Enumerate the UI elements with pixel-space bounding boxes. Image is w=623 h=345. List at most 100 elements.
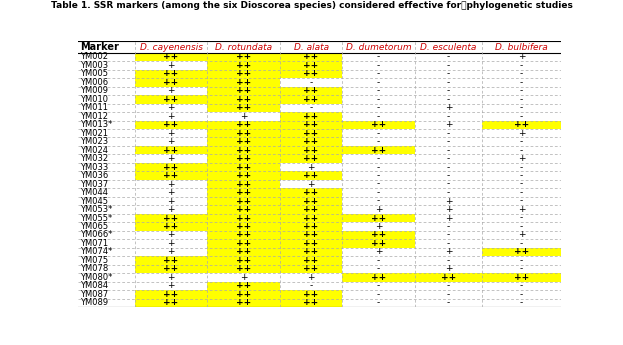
- Text: YM087: YM087: [80, 290, 108, 299]
- Text: YM074*: YM074*: [80, 247, 113, 256]
- Text: +: +: [168, 180, 175, 189]
- Text: D. cayenensis: D. cayenensis: [140, 42, 202, 51]
- Text: +: +: [240, 273, 247, 282]
- Text: ++: ++: [163, 95, 179, 104]
- Text: ++: ++: [371, 230, 386, 239]
- Bar: [207, 129, 280, 138]
- Text: ++: ++: [163, 290, 179, 299]
- Text: -: -: [520, 86, 523, 95]
- Bar: [280, 298, 343, 307]
- Text: ++: ++: [303, 256, 319, 265]
- Text: ++: ++: [163, 78, 179, 87]
- Text: ++: ++: [236, 86, 251, 95]
- Text: ++: ++: [236, 146, 251, 155]
- Bar: [415, 273, 482, 282]
- Text: -: -: [447, 154, 450, 163]
- Bar: [135, 120, 207, 129]
- Text: ++: ++: [303, 86, 319, 95]
- Text: YM045: YM045: [80, 197, 108, 206]
- Text: YM012: YM012: [80, 112, 108, 121]
- Text: -: -: [447, 146, 450, 155]
- Text: -: -: [377, 282, 380, 290]
- Text: +: +: [445, 205, 452, 214]
- Text: ++: ++: [236, 52, 251, 61]
- Bar: [343, 231, 415, 239]
- Text: ++: ++: [303, 154, 319, 163]
- Text: -: -: [447, 95, 450, 104]
- Text: ++: ++: [371, 273, 386, 282]
- Bar: [135, 256, 207, 265]
- Text: ++: ++: [236, 197, 251, 206]
- Text: -: -: [520, 162, 523, 172]
- Text: ++: ++: [236, 95, 251, 104]
- Text: -: -: [377, 61, 380, 70]
- Text: -: -: [520, 298, 523, 307]
- Text: -: -: [520, 103, 523, 112]
- Text: ++: ++: [303, 230, 319, 239]
- Text: +: +: [518, 205, 525, 214]
- Text: -: -: [520, 171, 523, 180]
- Bar: [135, 78, 207, 87]
- Text: ++: ++: [303, 69, 319, 78]
- Bar: [280, 205, 343, 214]
- Bar: [207, 282, 280, 290]
- Text: Table 1. SSR markers (among the six Dioscorea species) considered effective for　: Table 1. SSR markers (among the six Dios…: [50, 1, 573, 10]
- Text: -: -: [377, 52, 380, 61]
- Text: -: -: [447, 256, 450, 265]
- Text: +: +: [168, 282, 175, 290]
- Text: ++: ++: [236, 239, 251, 248]
- Text: +: +: [518, 129, 525, 138]
- Text: YM037: YM037: [80, 180, 108, 189]
- Text: -: -: [520, 282, 523, 290]
- Bar: [207, 104, 280, 112]
- Bar: [280, 256, 343, 265]
- Text: -: -: [447, 298, 450, 307]
- Text: ++: ++: [163, 264, 179, 273]
- Text: ++: ++: [303, 188, 319, 197]
- Bar: [280, 95, 343, 104]
- Text: +: +: [445, 120, 452, 129]
- Text: -: -: [520, 256, 523, 265]
- Bar: [207, 214, 280, 222]
- Text: ++: ++: [303, 61, 319, 70]
- Text: +: +: [445, 247, 452, 256]
- Text: -: -: [520, 180, 523, 189]
- Text: ++: ++: [163, 222, 179, 231]
- Text: -: -: [310, 78, 313, 87]
- Text: ++: ++: [303, 52, 319, 61]
- Bar: [207, 222, 280, 231]
- Bar: [135, 222, 207, 231]
- Text: +: +: [375, 247, 383, 256]
- Bar: [280, 155, 343, 163]
- Bar: [135, 70, 207, 78]
- Text: ++: ++: [236, 298, 251, 307]
- Text: YM071: YM071: [80, 239, 108, 248]
- Bar: [343, 239, 415, 248]
- Text: YM084: YM084: [80, 282, 108, 290]
- Bar: [207, 239, 280, 248]
- Bar: [207, 197, 280, 205]
- Bar: [207, 138, 280, 146]
- Text: YM003: YM003: [80, 61, 108, 70]
- Text: ++: ++: [236, 162, 251, 172]
- Text: YM032: YM032: [80, 154, 108, 163]
- Text: +: +: [168, 103, 175, 112]
- Text: -: -: [377, 188, 380, 197]
- Text: ++: ++: [303, 120, 319, 129]
- Bar: [343, 273, 415, 282]
- Bar: [280, 197, 343, 205]
- Text: +: +: [240, 112, 247, 121]
- Text: -: -: [447, 52, 450, 61]
- Text: ++: ++: [303, 290, 319, 299]
- Bar: [280, 188, 343, 197]
- Text: ++: ++: [303, 146, 319, 155]
- Text: ++: ++: [163, 52, 179, 61]
- Bar: [280, 290, 343, 298]
- Text: +: +: [445, 197, 452, 206]
- Bar: [280, 214, 343, 222]
- Text: ++: ++: [303, 197, 319, 206]
- Bar: [207, 61, 280, 70]
- Text: -: -: [520, 69, 523, 78]
- Text: YM053*: YM053*: [80, 205, 113, 214]
- Text: ++: ++: [514, 247, 529, 256]
